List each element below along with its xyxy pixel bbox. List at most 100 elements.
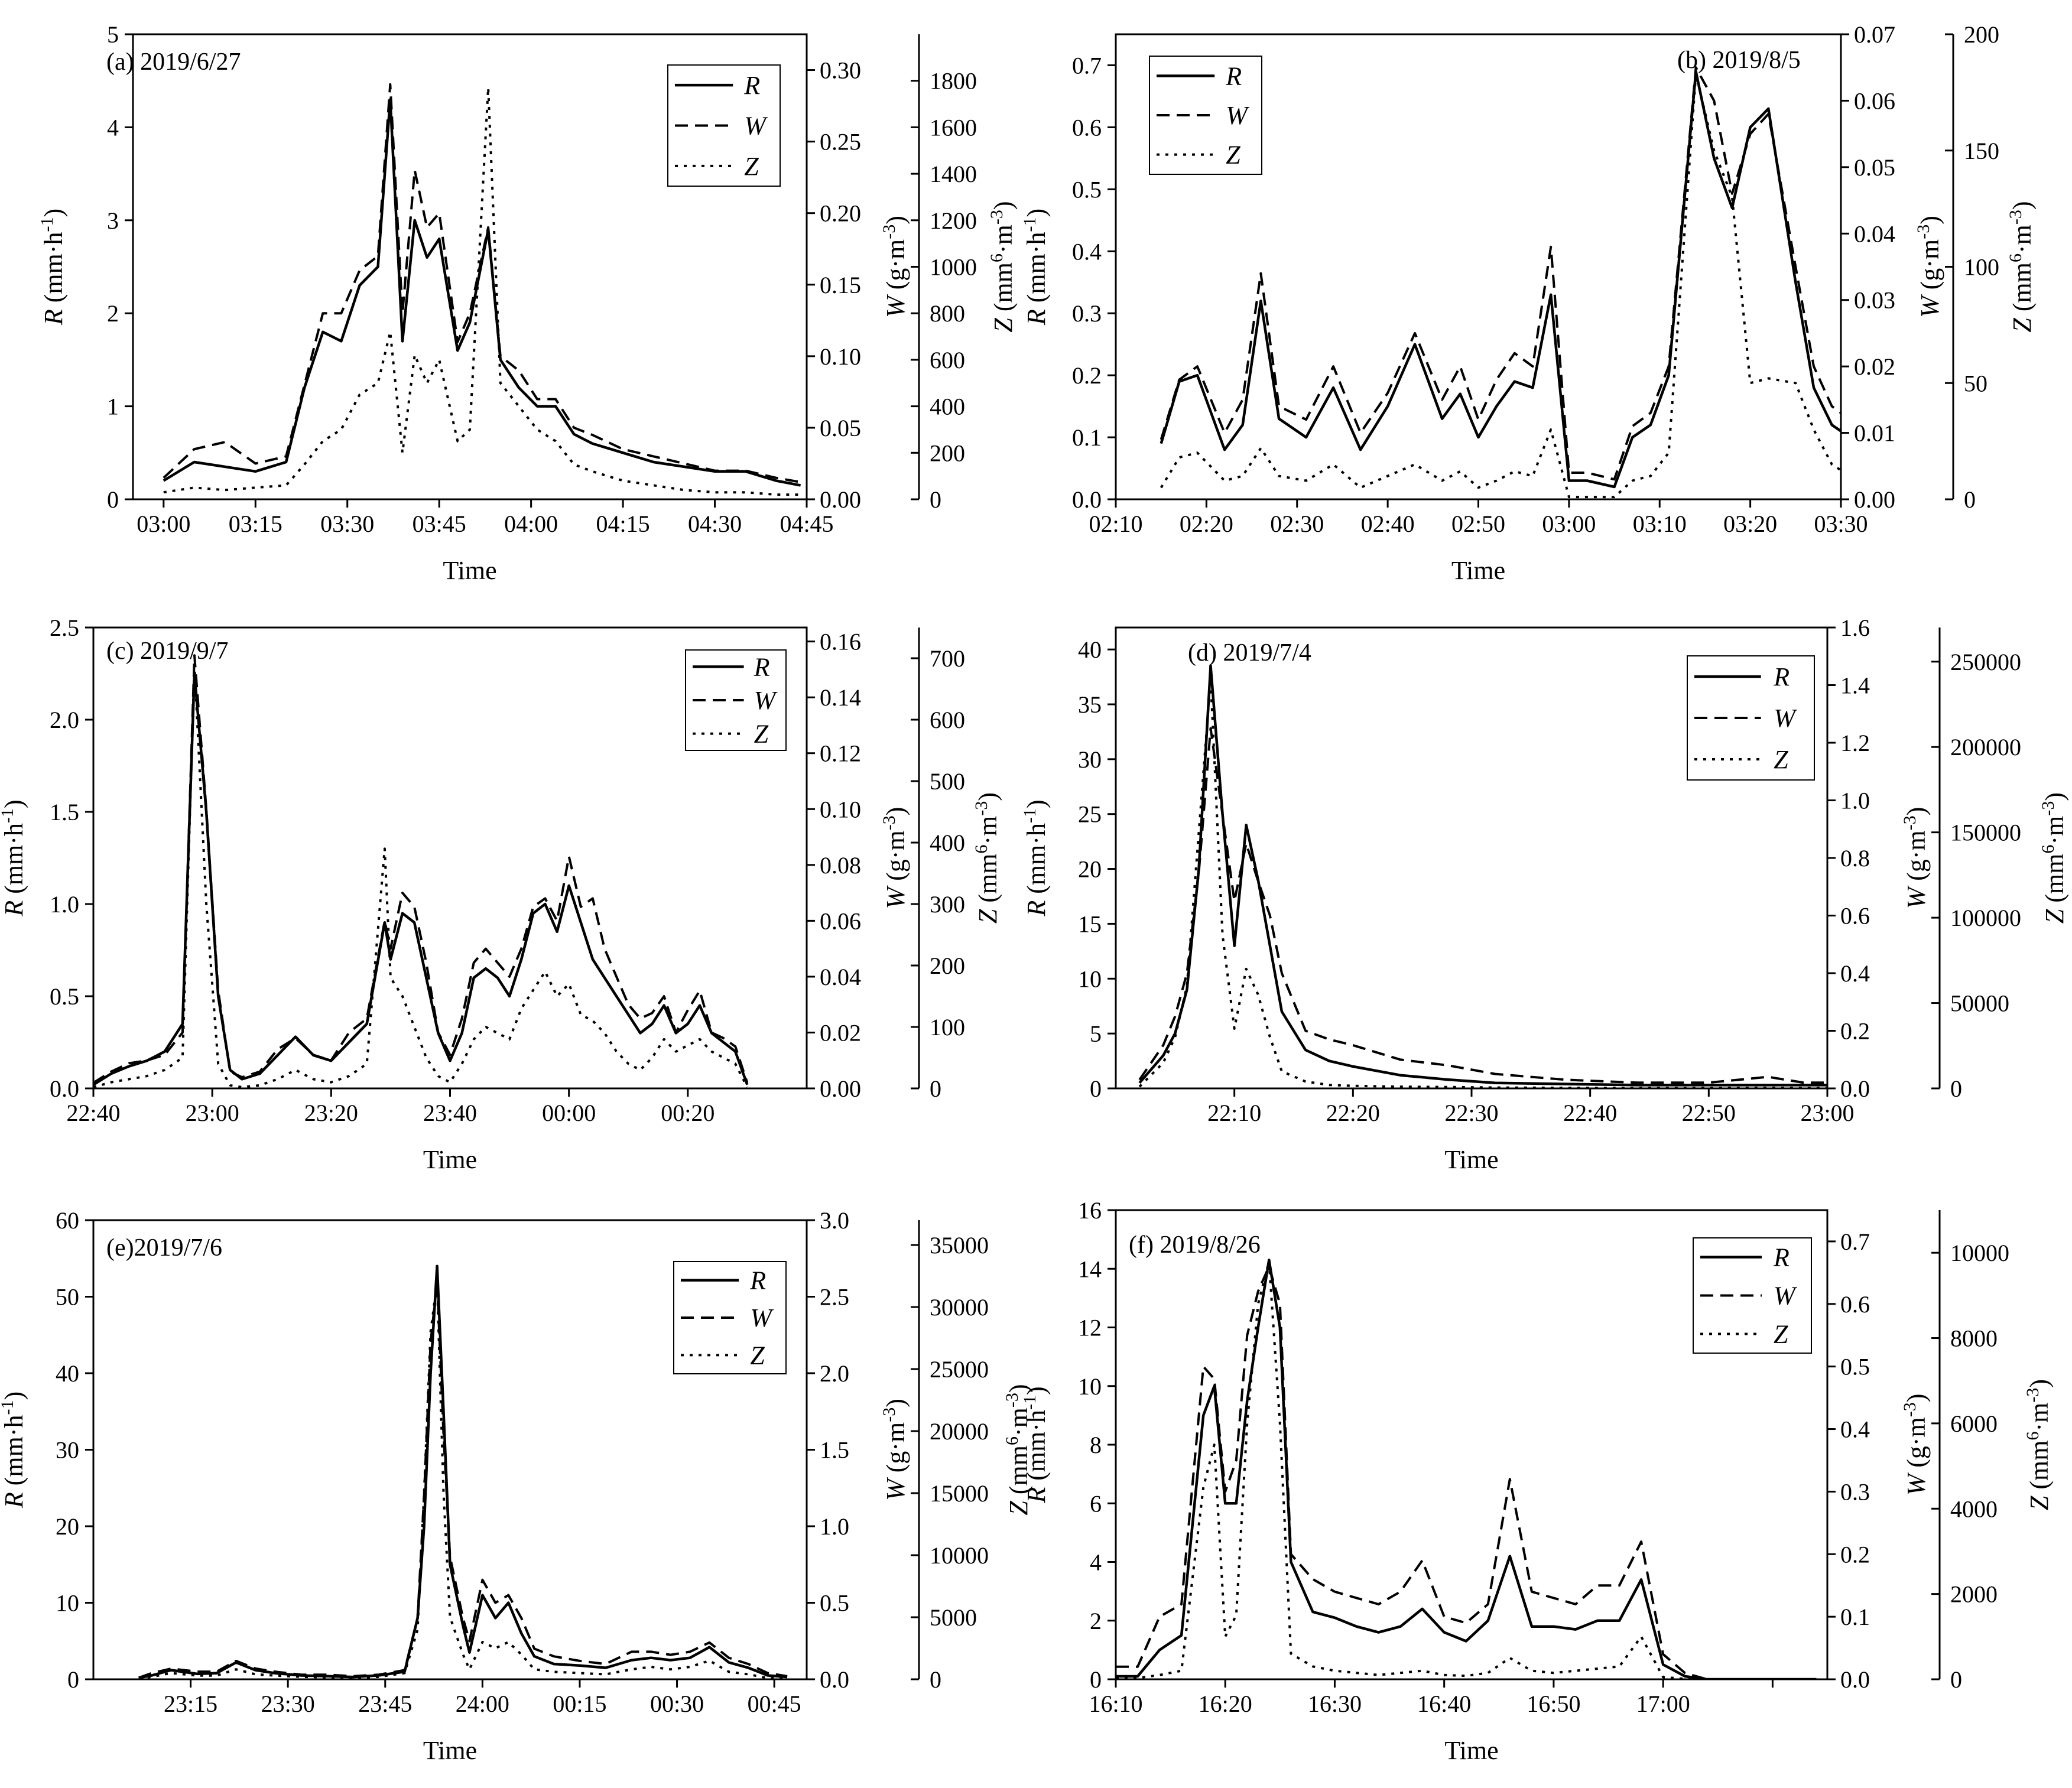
legend-label-R: R — [754, 652, 770, 681]
r-tick-label: 40 — [1078, 636, 1102, 663]
z-axis-title-part: Z — [1004, 1501, 1033, 1516]
series-Z-line — [1138, 677, 1827, 1088]
z-tick-label: 15000 — [930, 1480, 989, 1507]
z-tick-label: 6000 — [1950, 1410, 1998, 1437]
z-tick-label: 50 — [1964, 370, 1987, 396]
chart-panel: 22:40 23:00 23:20 23:40 00:00 00:20 Time 0.0 0.5… — [0, 615, 1002, 1174]
w-tick-label: 0.16 — [820, 629, 861, 655]
z-tick-label: 100000 — [1950, 905, 2021, 931]
x-tick-label: 00:00 — [542, 1100, 596, 1126]
w-tick-label: 0.25 — [820, 129, 861, 155]
r-tick-label: 0.5 — [1072, 176, 1102, 203]
w-axis-title: W (g·m-3) — [1900, 1394, 1931, 1496]
z-tick-label: 0 — [1964, 486, 1976, 513]
x-axis-title: Time — [1444, 1736, 1498, 1765]
w-axis-title-part: (g·m — [881, 239, 910, 297]
r-axis-title-part: R — [1022, 900, 1051, 917]
r-tick-label: 0.5 — [50, 983, 79, 1010]
z-tick-label: 10000 — [1950, 1240, 2009, 1266]
w-tick-label: 1.0 — [1840, 788, 1870, 814]
panel-title: (c) 2019/9/7 — [106, 638, 228, 665]
w-tick-label: 0.04 — [820, 964, 861, 990]
w-axis-title-part: W — [881, 885, 910, 909]
w-axis-title: W (g·m-3) — [1900, 807, 1931, 909]
legend-label-Z: Z — [1774, 1320, 1788, 1349]
z-axis-title-part: Z — [973, 909, 1002, 924]
w-axis-title-part: -3 — [879, 1407, 899, 1422]
z-axis-title-part: (mm — [989, 262, 1018, 318]
legend-label-W: W — [754, 686, 778, 715]
panel-title: (b) 2019/8/5 — [1677, 47, 1801, 74]
z-tick-label: 0 — [930, 1075, 941, 1102]
w-axis-title-part: -3 — [1900, 815, 1920, 830]
w-tick-label: 0.06 — [820, 908, 861, 934]
z-tick-label: 10000 — [930, 1542, 989, 1569]
x-tick-label: 02:40 — [1361, 511, 1415, 537]
x-tick-label: 23:00 — [186, 1100, 239, 1126]
series-R-line — [138, 1264, 788, 1679]
r-axis-title-part: R — [0, 1492, 28, 1509]
z-tick-label: 0 — [930, 1666, 941, 1693]
z-axis-title-part: Z — [989, 318, 1018, 333]
x-tick-label: 04:15 — [596, 511, 650, 537]
x-tick-label: 22:50 — [1682, 1100, 1736, 1126]
series-R-line — [93, 672, 749, 1086]
r-tick-label: 2 — [107, 300, 119, 327]
w-tick-label: 0.07 — [1854, 21, 1895, 48]
z-tick-label: 0 — [1950, 1075, 1962, 1102]
w-axis-title-part: (g·m — [1902, 1417, 1931, 1474]
r-axis-title-part: ) — [1022, 209, 1051, 217]
w-axis-title-part: ) — [1915, 216, 1944, 225]
r-axis-title: R (mm·h-1) — [0, 799, 28, 916]
x-tick-label: 23:20 — [304, 1100, 358, 1126]
x-tick-label: 23:15 — [164, 1691, 217, 1717]
w-tick-label: 0.20 — [820, 200, 861, 227]
w-tick-label: 0.14 — [820, 684, 861, 711]
r-axis-title-part: (mm·h — [1022, 1410, 1051, 1487]
z-tick-label: 200 — [930, 952, 965, 979]
z-axis-title-part: -3 — [987, 210, 1006, 225]
w-tick-label: 0.05 — [820, 415, 861, 441]
r-axis-title-part: -1 — [0, 1400, 17, 1415]
x-tick-label: 23:45 — [358, 1691, 412, 1717]
x-tick-label: 22:40 — [66, 1100, 120, 1126]
r-tick-label: 4 — [107, 114, 119, 141]
z-axis-title-part: ·m — [973, 816, 1002, 845]
z-axis-title: Z (mm6·m-3) — [2006, 201, 2037, 332]
r-tick-label: 2.0 — [50, 707, 79, 733]
series-R-line — [1116, 1259, 1817, 1679]
r-axis-title: R (mm·h-1) — [1020, 1386, 1051, 1503]
z-tick-label: 25000 — [930, 1356, 989, 1383]
series-Z-line — [1160, 72, 1841, 499]
x-tick-label: 24:00 — [456, 1691, 509, 1717]
r-axis-title-part: R — [1022, 309, 1051, 326]
r-tick-label: 0 — [107, 486, 119, 513]
w-tick-label: 0.6 — [1840, 1291, 1870, 1318]
z-axis-title-part: 6 — [2023, 1431, 2042, 1440]
z-tick-label: 20000 — [930, 1418, 989, 1445]
r-axis-title-part: R — [0, 900, 28, 917]
w-tick-label: 1.0 — [820, 1513, 849, 1540]
r-tick-label: 2.5 — [50, 615, 79, 641]
w-tick-label: 1.5 — [820, 1437, 849, 1464]
r-axis-title-part: -1 — [1020, 808, 1040, 823]
w-tick-label: 0.5 — [820, 1590, 849, 1617]
x-tick-label: 03:45 — [413, 511, 466, 537]
panel-title: (f) 2019/8/26 — [1129, 1231, 1261, 1259]
r-tick-label: 10 — [1078, 1373, 1102, 1400]
w-tick-label: 0.2 — [1840, 1541, 1870, 1568]
z-axis-title-part: -3 — [2006, 210, 2025, 225]
z-tick-label: 400 — [930, 830, 965, 856]
w-tick-label: 0.02 — [820, 1019, 861, 1046]
z-tick-label: 1600 — [930, 114, 977, 141]
z-tick-label: 600 — [930, 347, 965, 373]
r-axis-title: R (mm·h-1) — [37, 209, 69, 326]
r-tick-label: 5 — [107, 21, 119, 48]
r-tick-label: 0.1 — [1072, 424, 1102, 451]
x-tick-label: 22:20 — [1326, 1100, 1380, 1126]
w-tick-label: 0.7 — [1840, 1228, 1870, 1255]
r-tick-label: 0.6 — [1072, 114, 1102, 141]
r-tick-label: 0 — [1090, 1075, 1102, 1102]
r-axis-title-part: ) — [0, 799, 28, 808]
